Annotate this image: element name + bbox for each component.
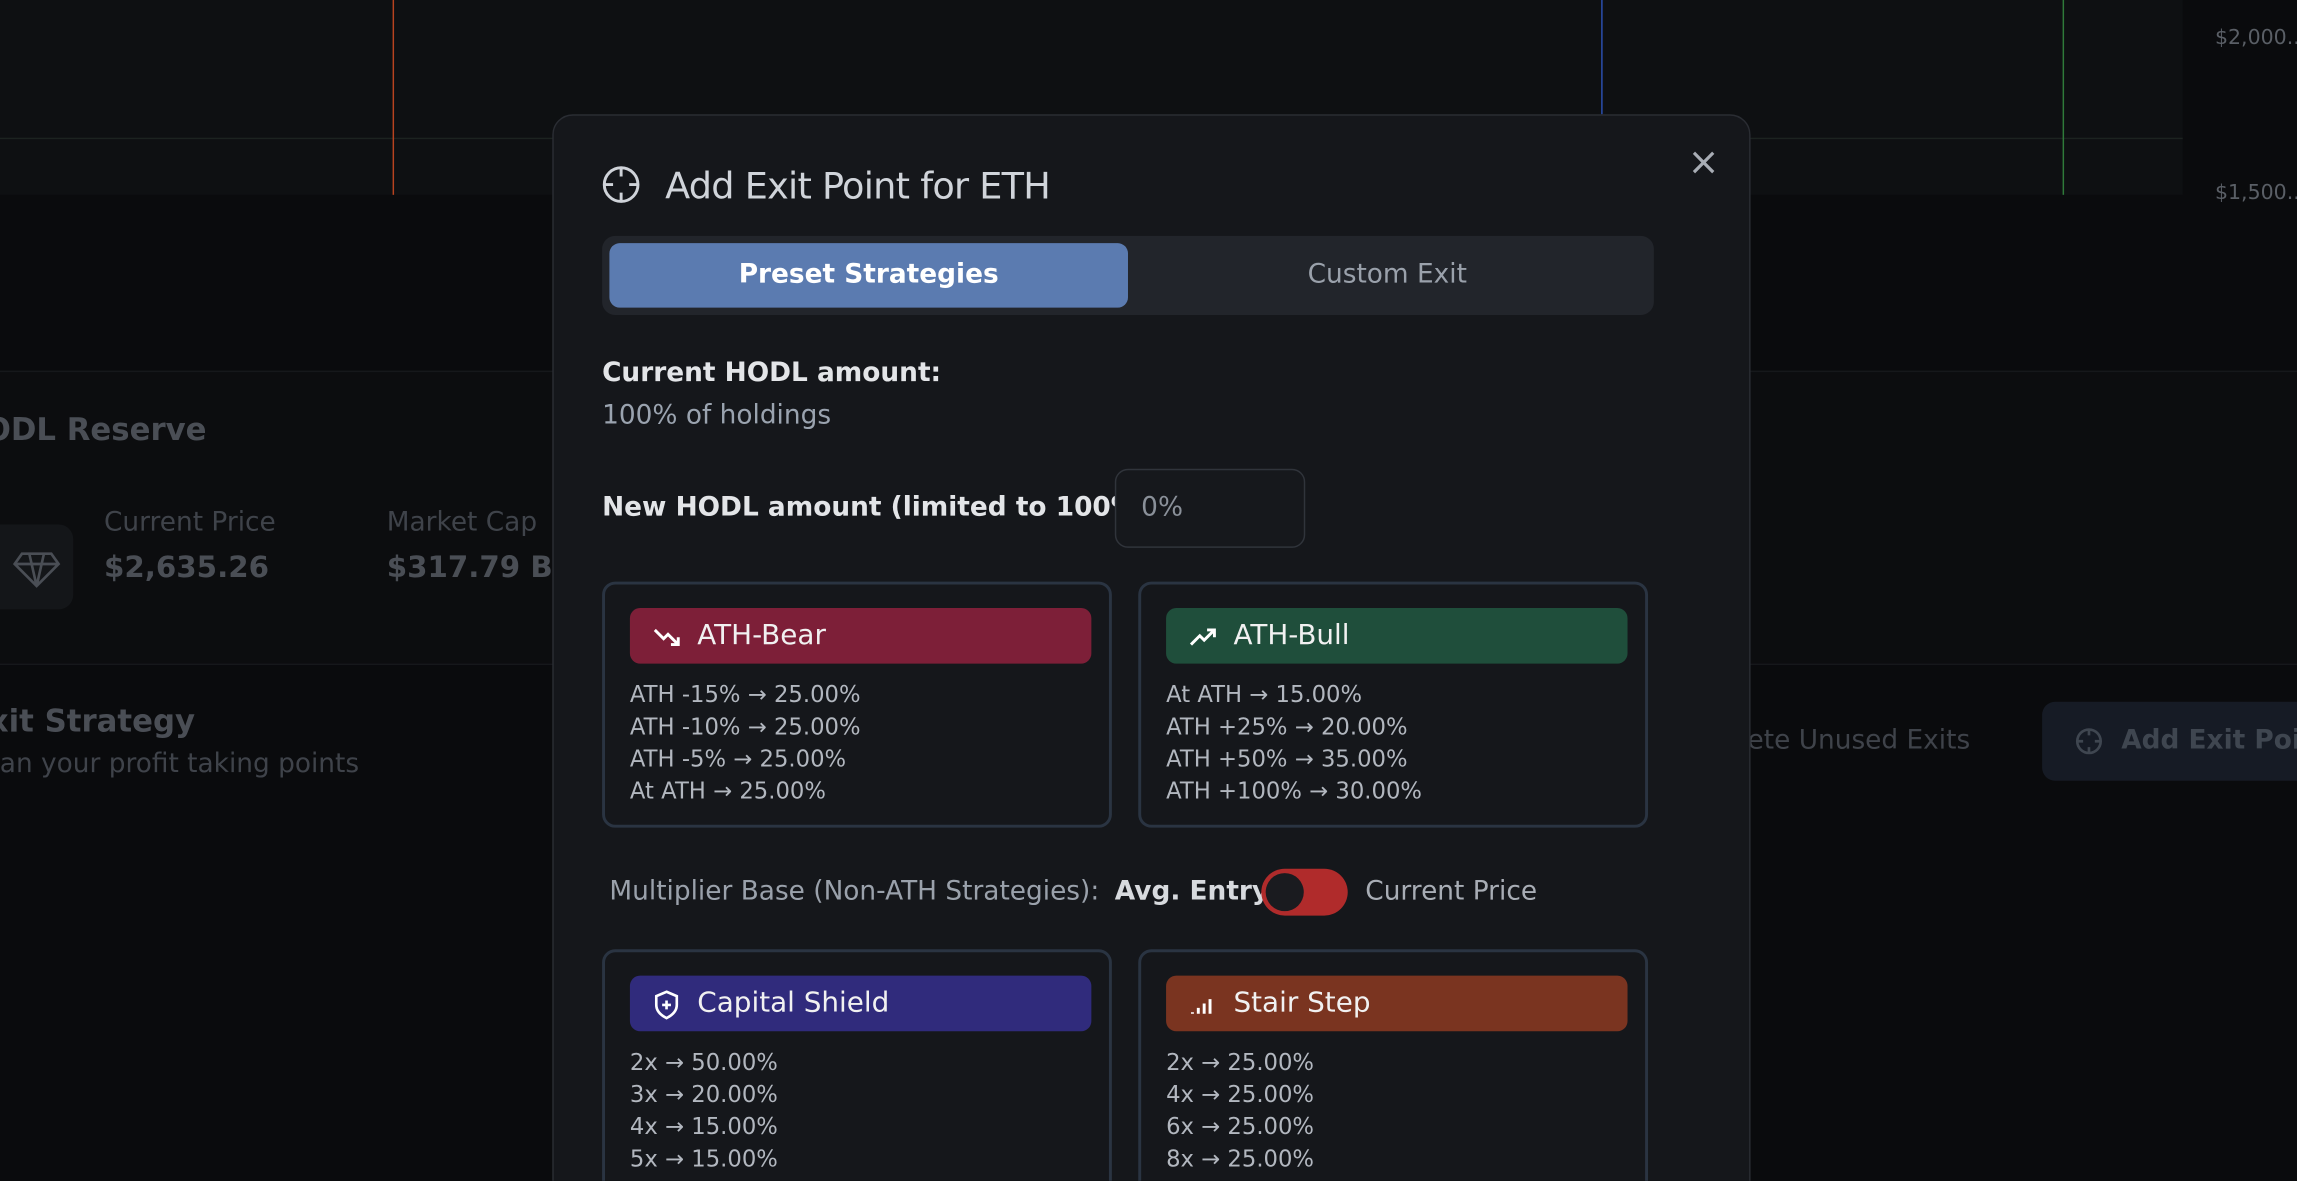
price-line (2062, 0, 2065, 195)
strategy-icon (1190, 999, 1212, 1014)
strategy-line: 5x → 15.00% (629, 1145, 778, 1173)
strategy-line: 4x → 25.00% (1166, 1081, 1315, 1108)
asset-icon (0, 524, 74, 610)
tab-label[interactable]: Custom Exit (1307, 259, 1467, 291)
strategy-line: ATH -15% → 25.00% (629, 681, 861, 708)
close-button[interactable]: × (1687, 140, 1720, 185)
strategy-line: 2x → 25.00% (1166, 1049, 1315, 1076)
strategy-title: Exit Strategy (0, 703, 196, 740)
strategy-line: 4x → 15.00% (629, 1113, 778, 1141)
strategy-name: Stair Step (1233, 986, 1371, 1019)
crosshair-icon (602, 166, 640, 203)
input-placeholder: 0% (1141, 492, 1184, 523)
reserve-title: HODL Reserve (0, 412, 207, 448)
strategy-line: 6x → 25.00% (1166, 1113, 1315, 1141)
modal-title: Add Exit Point for ETH (665, 164, 1051, 208)
crosshair-icon (2075, 728, 2103, 755)
hodl-input[interactable]: 0% (1114, 468, 1306, 548)
new-label: New HODL amount (limited to 100%): (602, 492, 1160, 523)
current-value: 100% of holdings (602, 399, 832, 431)
exit-line (392, 0, 395, 195)
strategy-header: Capital Shield (629, 975, 1092, 1032)
strategy-line: ATH +100% → 30.00% (1166, 778, 1423, 805)
strategy-line: ATH -10% → 25.00% (629, 713, 861, 741)
tab-label: Preset Strategies (738, 259, 999, 291)
strategy-icon (654, 990, 679, 1020)
strategy-card[interactable]: Stair Step 2x → 25.00% 4x → 25.00% 6x → 25.… (1138, 949, 1649, 1181)
price-label: Current Price (104, 506, 276, 538)
strategy-icon (1189, 628, 1216, 646)
strategy-line: 8x → 25.00% (1166, 1145, 1315, 1173)
axis-label: $2,000... (2214, 26, 2297, 50)
axis-label: $1,500... (2214, 181, 2297, 206)
strategy-card[interactable]: ATH-Bear ATH -15% → 25.00% ATH -10% → 25.0… (602, 581, 1112, 828)
toggle[interactable] (1261, 868, 1348, 916)
tab-active[interactable]: Preset Strategies (609, 243, 1128, 308)
strategy-name: Capital Shield (697, 986, 890, 1019)
multiplier-option: Avg. Entry (1114, 876, 1270, 907)
current-label: Current HODL amount: (602, 357, 942, 389)
strategy-name: ATH-Bull (1233, 618, 1350, 652)
price-value: $2,635.26 (104, 549, 269, 585)
strategy-line: ATH +50% → 35.00% (1166, 746, 1408, 773)
strategy-name: ATH-Bear (697, 618, 826, 652)
cap-label: Market Cap (386, 506, 538, 538)
strategy-line: 2x → 50.00% (629, 1049, 778, 1076)
strategy-subtitle: Plan your profit taking points (0, 748, 360, 780)
add-button[interactable]: Add Exit Point (2042, 701, 2297, 781)
strategy-header: ATH-Bear (629, 607, 1092, 664)
strategy-header: Stair Step (1166, 975, 1628, 1032)
strategy-line: ATH +25% → 20.00% (1166, 713, 1408, 741)
strategy-line: At ATH → 15.00% (1166, 681, 1363, 708)
toggle-knob (1265, 873, 1304, 912)
entry-line (1601, 0, 1603, 115)
strategy-card[interactable]: ATH-Bull At ATH → 15.00% ATH +25% → 20.00%… (1138, 581, 1649, 828)
diamond-icon (12, 552, 61, 588)
strategy-icon (653, 628, 680, 647)
strategy-line: At ATH → 25.00% (629, 778, 826, 805)
multiplier-label: Multiplier Base (Non-ATH Strategies): (609, 876, 1100, 907)
strategy-card[interactable]: Capital Shield 2x → 50.00% 3x → 20.00% 4x →… (602, 949, 1112, 1181)
strategy-line: ATH -5% → 25.00% (629, 746, 847, 773)
strategy-line: 3x → 20.00% (629, 1081, 778, 1108)
multiplier-option: Current Price (1365, 876, 1538, 907)
add-button-label: Add Exit Point (2121, 725, 2297, 756)
strategy-header: ATH-Bull (1166, 607, 1628, 664)
